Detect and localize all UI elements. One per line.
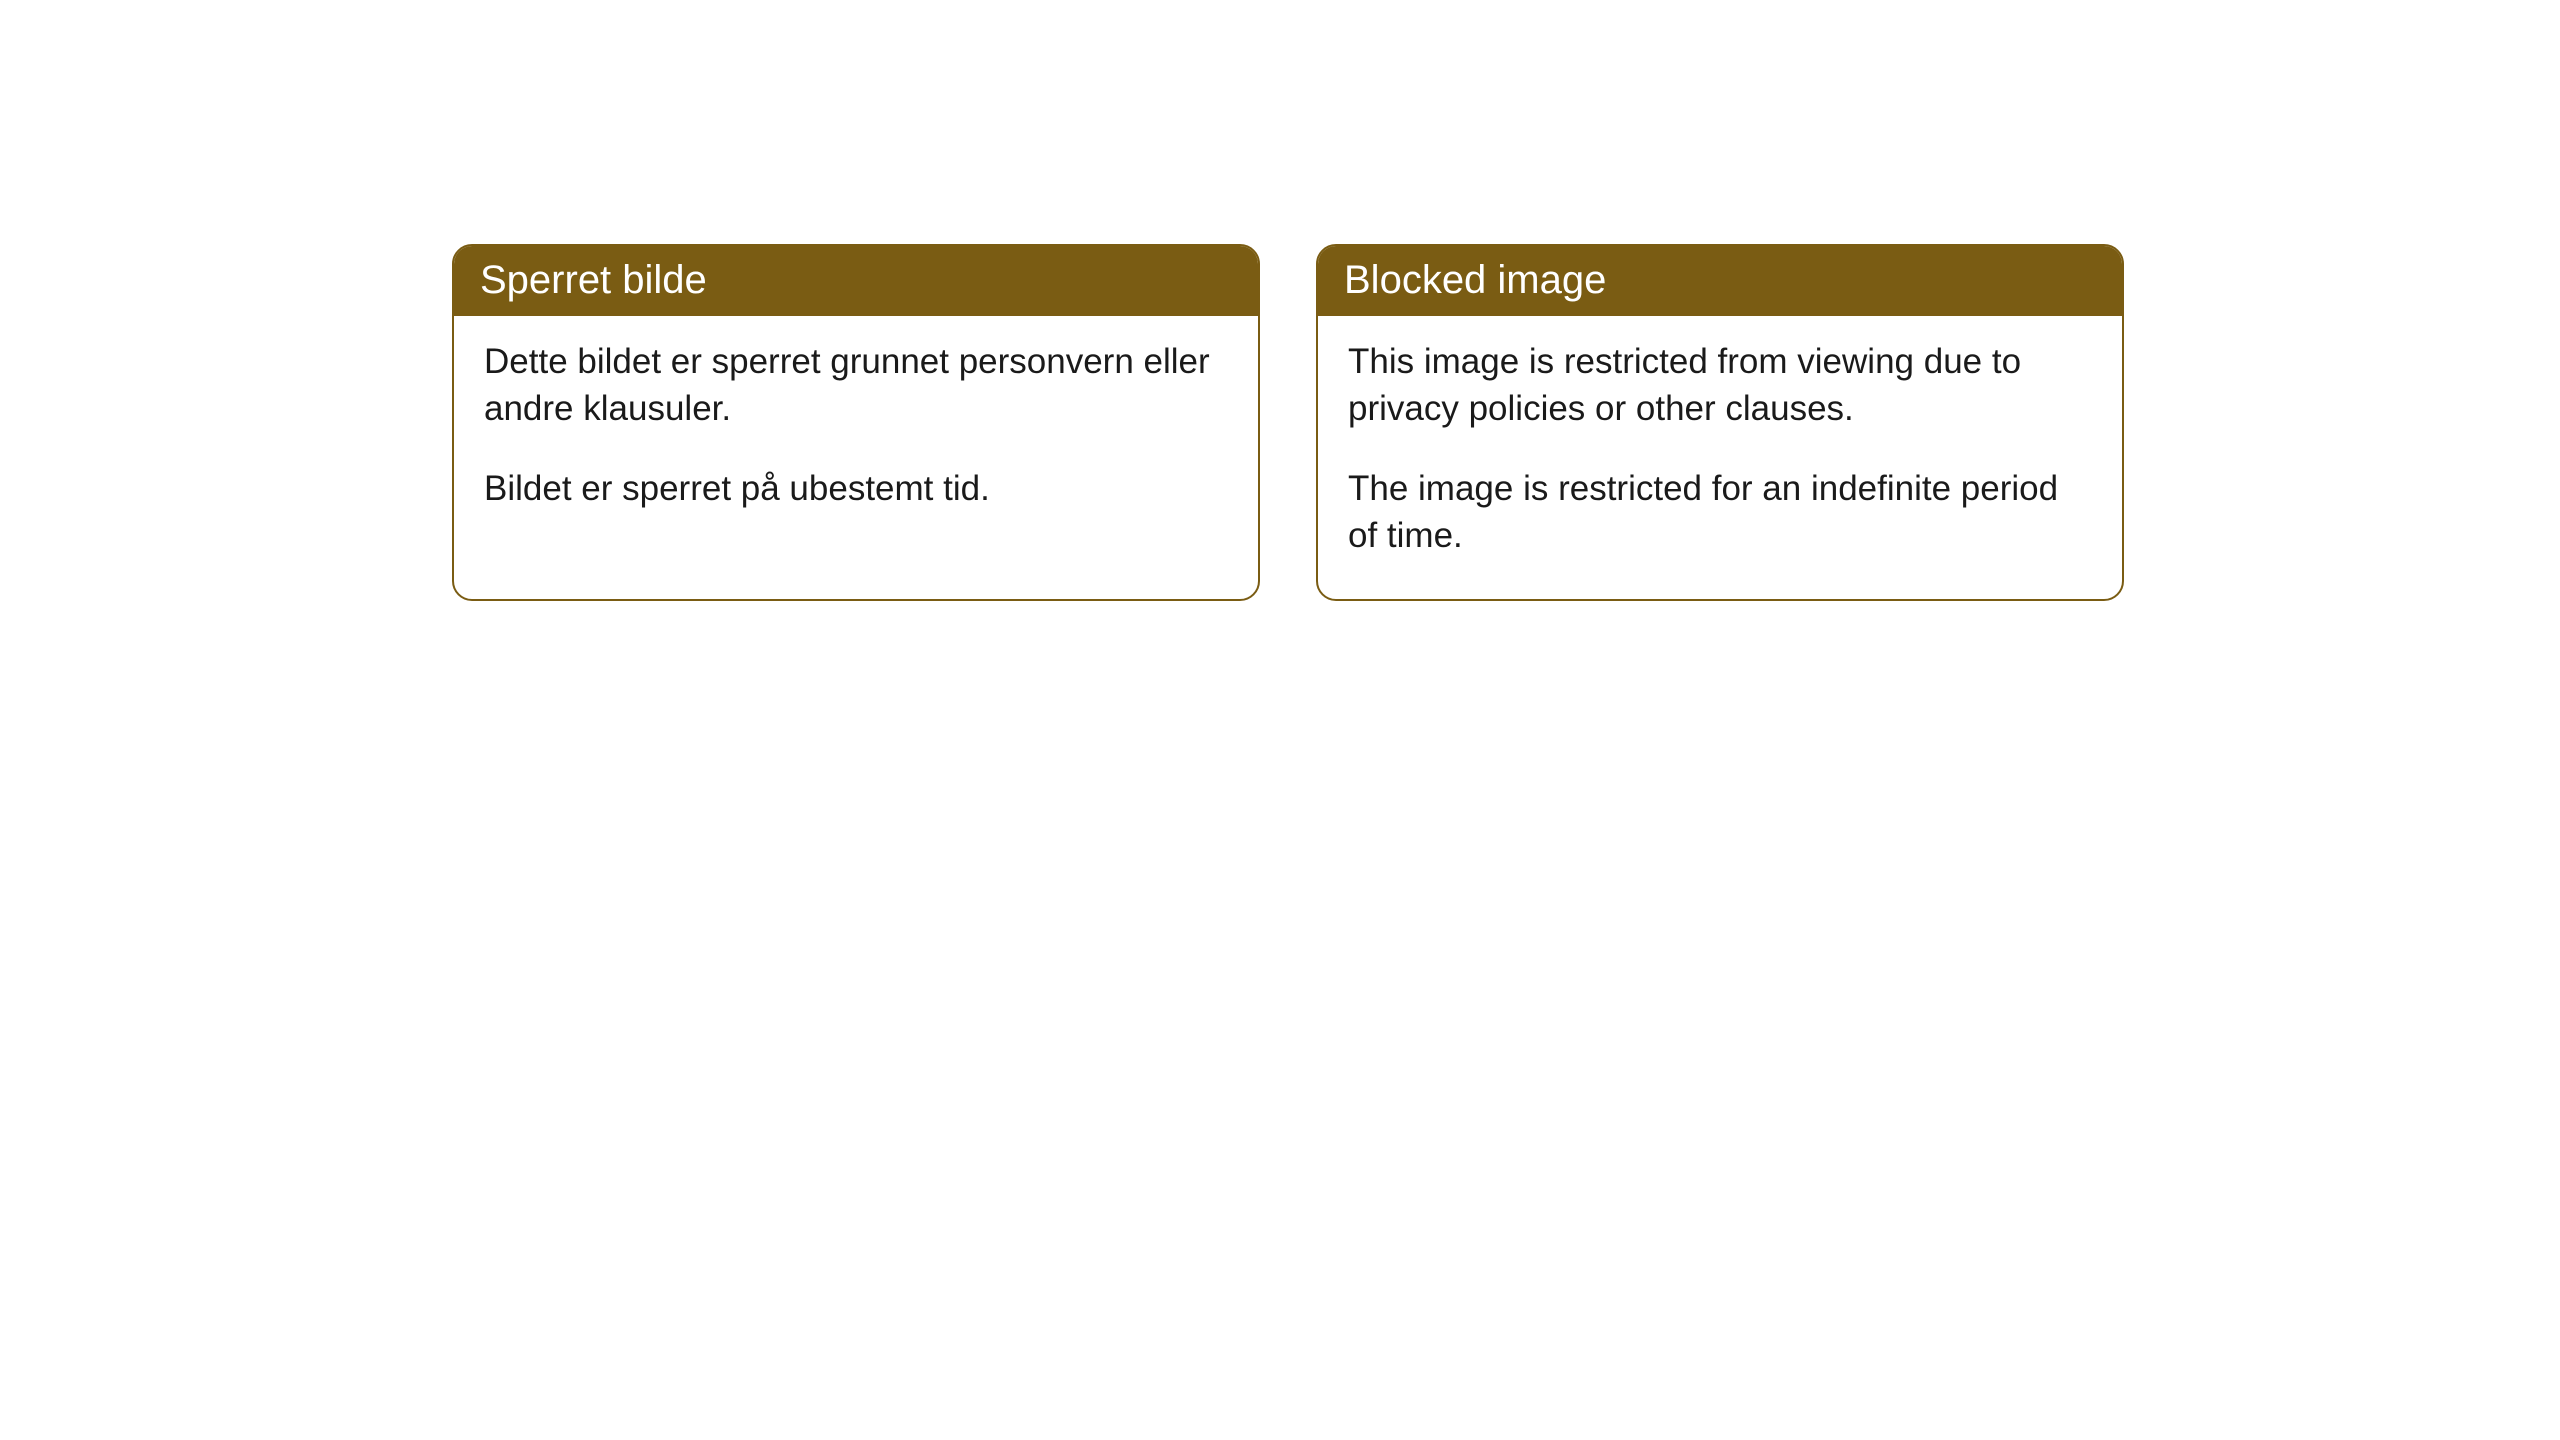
card-paragraph: Dette bildet er sperret grunnet personve… <box>484 338 1228 433</box>
card-paragraph: This image is restricted from viewing du… <box>1348 338 2092 433</box>
blocked-image-card-nb: Sperret bilde Dette bildet er sperret gr… <box>452 244 1260 601</box>
card-paragraph: Bildet er sperret på ubestemt tid. <box>484 465 1228 512</box>
cards-container: Sperret bilde Dette bildet er sperret gr… <box>0 0 2560 601</box>
blocked-image-card-en: Blocked image This image is restricted f… <box>1316 244 2124 601</box>
card-header-nb: Sperret bilde <box>454 246 1258 316</box>
card-body-en: This image is restricted from viewing du… <box>1318 316 2122 599</box>
card-header-en: Blocked image <box>1318 246 2122 316</box>
card-paragraph: The image is restricted for an indefinit… <box>1348 465 2092 560</box>
card-body-nb: Dette bildet er sperret grunnet personve… <box>454 316 1258 552</box>
